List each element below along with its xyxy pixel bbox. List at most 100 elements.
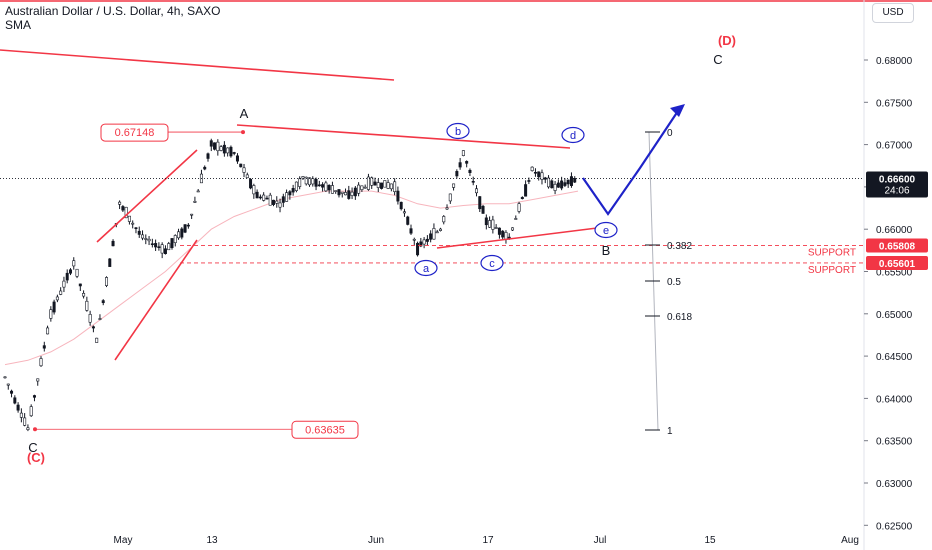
wave-circle-c-text: c [489,258,495,270]
wave-label-D-major: (D) [718,33,736,48]
candle-body [134,227,138,230]
candle-body [298,178,302,187]
projection-arrow-head [670,104,685,117]
candle-body [550,180,554,189]
wave-circle-e-projected[interactable] [594,221,618,239]
candle-body [137,230,141,235]
candle-body [268,194,272,206]
candle-body [72,260,76,267]
candle-body [265,197,269,200]
candle-body [150,243,154,246]
sma-indicator-label[interactable]: SMA [5,18,32,32]
candle-body [127,215,131,222]
candle-body [435,231,439,234]
time-tick-label: Jul [594,535,607,546]
candle-body [488,220,492,228]
candle-body [252,185,256,195]
candle-body [520,197,524,199]
candle-body [301,176,305,179]
time-tick-label: 15 [704,535,716,546]
wave-circle-c[interactable] [480,254,504,272]
fib-level-label: 0.618 [667,312,692,323]
candle-body [455,171,459,177]
support-label: SUPPORT [808,247,856,258]
candle-body [281,196,285,203]
candle-body [553,183,557,191]
triangle-upper-line[interactable] [236,124,571,149]
candle-body [330,185,334,194]
fib-level-label: 1 [667,426,673,437]
long-term-trendline[interactable] [0,49,395,81]
candle-body [196,190,200,193]
candle-body [203,166,207,170]
candle-body [438,228,442,231]
price-tick-label: 0.64500 [876,352,913,363]
candle-body [32,395,36,398]
channel-lower-line[interactable] [114,239,198,361]
sma-line [4,190,579,366]
candle-body [560,180,564,189]
candle-body [163,248,167,255]
candle-body [88,314,92,323]
support-price-tag-text: 0.65601 [879,259,916,270]
candle-body [471,180,475,183]
channel-upper-line[interactable] [96,149,198,243]
candle-body [402,211,406,214]
fib-level-label: 0 [667,128,673,139]
candle-body [445,207,449,210]
price-box-low[interactable] [291,420,359,439]
price-tick-label: 0.65000 [876,310,913,321]
candle-body [229,146,233,157]
wave-circle-d-text: d [570,130,576,142]
candle-body [350,191,354,196]
chart-title: Australian Dollar / U.S. Dollar, 4h, SAX… [5,4,221,18]
level-dot-high [241,130,245,135]
candle-body [249,179,253,189]
candle-body [242,167,246,173]
currency-button[interactable]: USD [872,3,914,23]
candle-body [108,258,112,267]
candle-body [357,184,361,194]
price-tick-label: 0.67000 [876,141,913,152]
candle-body [432,228,436,240]
candle-body [524,184,528,197]
candle-body [556,182,560,188]
candle-body [422,239,426,245]
candle-body [193,200,197,203]
current-price-tag [866,171,928,198]
candle-body [304,176,308,185]
candle-body [85,300,89,311]
candle-body [334,190,338,192]
candle-body [118,201,122,205]
support-price-tag-text: 0.65808 [879,241,916,252]
candle-body [219,146,223,151]
candle-body [235,155,239,162]
wave-circle-d[interactable] [561,126,585,144]
projection-path[interactable] [582,107,681,216]
candle-body [484,217,488,226]
price-box-high[interactable] [100,123,169,142]
candle-body [324,182,328,192]
candle-body [511,227,515,231]
candle-body [461,150,465,156]
candle-body [65,272,69,281]
candle-body [399,201,403,210]
candle-body [186,224,190,227]
candle-body [491,219,495,230]
candle-body [504,232,508,240]
candle-body [144,238,148,240]
wave-circle-b[interactable] [446,122,470,140]
candle-body [360,185,364,190]
candle-body [474,188,478,194]
candle-body [278,202,282,208]
wave-circle-a[interactable] [414,259,438,277]
candle-body [317,184,321,187]
triangle-lower-line[interactable] [436,227,598,249]
price-tick-label: 0.63500 [876,437,913,448]
candle-body [209,140,213,147]
candle-body [308,177,312,186]
candle-body [275,200,279,204]
candle-body [190,213,194,216]
candle-body [3,376,7,379]
